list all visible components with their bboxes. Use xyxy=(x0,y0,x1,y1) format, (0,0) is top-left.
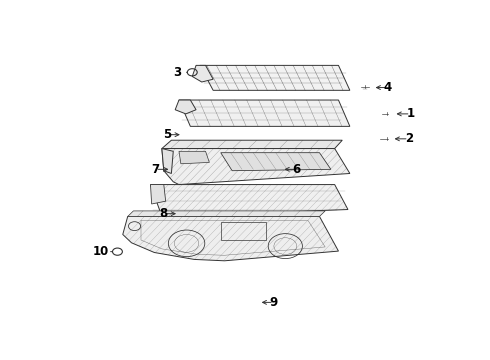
Bar xyxy=(220,222,267,240)
Text: 5: 5 xyxy=(163,128,171,141)
Polygon shape xyxy=(150,185,348,216)
Polygon shape xyxy=(150,185,166,204)
Polygon shape xyxy=(179,100,350,126)
Polygon shape xyxy=(162,149,350,185)
Text: 8: 8 xyxy=(159,207,167,220)
Polygon shape xyxy=(179,151,209,164)
Text: 7: 7 xyxy=(151,163,159,176)
Polygon shape xyxy=(162,149,350,185)
Text: 4: 4 xyxy=(384,81,392,94)
Text: 1: 1 xyxy=(407,107,415,120)
Polygon shape xyxy=(200,66,350,90)
Polygon shape xyxy=(220,153,331,171)
Polygon shape xyxy=(162,149,173,174)
Polygon shape xyxy=(162,140,342,149)
Text: 2: 2 xyxy=(405,132,413,145)
Text: 10: 10 xyxy=(93,245,109,258)
Polygon shape xyxy=(123,216,339,261)
Text: 3: 3 xyxy=(173,66,181,79)
Text: 6: 6 xyxy=(293,163,301,176)
Polygon shape xyxy=(128,211,325,216)
Polygon shape xyxy=(192,66,213,82)
Polygon shape xyxy=(150,185,348,216)
Polygon shape xyxy=(123,216,339,261)
Text: 9: 9 xyxy=(270,296,278,309)
Polygon shape xyxy=(175,100,196,114)
